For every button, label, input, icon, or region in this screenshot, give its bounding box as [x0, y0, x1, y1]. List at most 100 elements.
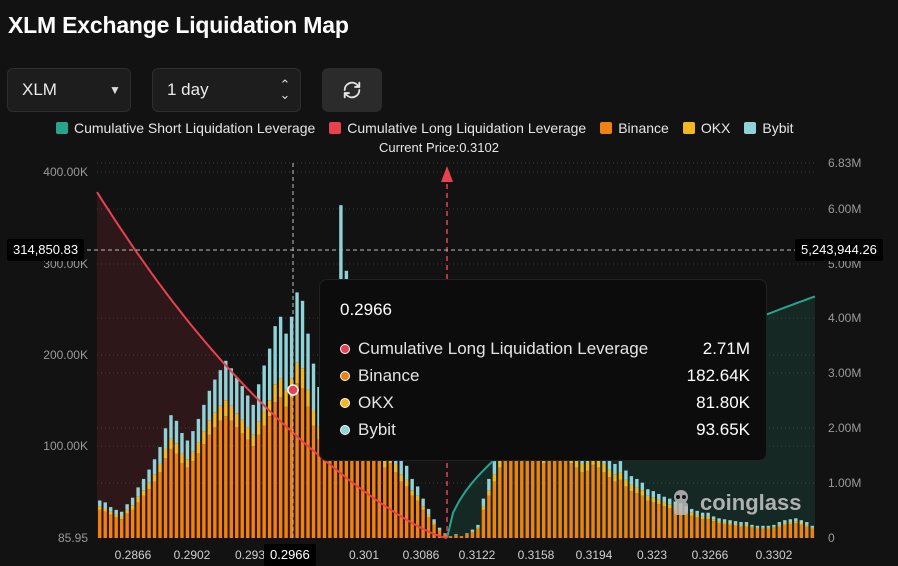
x-tick-label: 0.293 — [235, 548, 265, 562]
bar-bybit — [98, 500, 102, 507]
bar-bybit — [717, 518, 721, 522]
bar-binance — [169, 448, 173, 538]
legend-item-okx[interactable]: OKX — [682, 120, 730, 136]
bar-binance — [361, 416, 365, 538]
legend-swatch — [329, 122, 342, 134]
x-tick-label: 0.2902 — [174, 548, 211, 562]
chart-legend: Cumulative Short Liquidation Leverage Cu… — [56, 120, 808, 136]
bar-okx — [711, 519, 716, 522]
bar-okx — [147, 482, 151, 490]
legend-item-short[interactable]: Cumulative Short Liquidation Leverage — [56, 120, 315, 136]
bar-binance — [574, 467, 579, 538]
bar-binance — [322, 448, 327, 538]
bar-binance — [476, 528, 480, 538]
legend-label: Cumulative Long Liquidation Leverage — [347, 120, 587, 136]
bar-bybit — [454, 534, 458, 536]
bar-okx — [317, 426, 321, 440]
bar-bybit — [180, 433, 184, 454]
bar-bybit — [476, 524, 480, 528]
bar-okx — [580, 463, 584, 473]
bar-okx — [761, 527, 765, 529]
bar-bybit — [191, 431, 195, 452]
bar-bybit — [443, 533, 447, 535]
legend-item-bybit[interactable]: Bybit — [744, 120, 794, 136]
bar-binance — [119, 519, 124, 538]
bar-binance — [810, 528, 814, 538]
legend-label: Cumulative Short Liquidation Leverage — [74, 120, 316, 136]
bar-bybit — [289, 316, 294, 379]
bar-bybit — [657, 493, 661, 500]
bar-binance — [235, 427, 239, 538]
bar-okx — [196, 442, 201, 454]
bar-okx — [207, 420, 212, 435]
tooltip-value: 2.71M — [702, 339, 750, 358]
bar-binance — [552, 448, 557, 538]
bar-binance — [207, 434, 212, 538]
bar-okx — [224, 400, 228, 417]
bar-binance — [772, 527, 776, 538]
bar-binance — [256, 434, 261, 538]
bar-okx — [722, 522, 727, 524]
bar-bybit — [668, 498, 672, 505]
bar-bybit — [613, 463, 617, 475]
bar-binance — [152, 481, 157, 538]
legend-item-long[interactable]: Cumulative Long Liquidation Leverage — [329, 120, 586, 136]
bar-okx — [646, 495, 650, 501]
y-right-tick-label: 6.83M — [828, 156, 861, 170]
bar-okx — [799, 523, 803, 525]
tooltip-name: Binance — [358, 366, 420, 385]
bar-bybit — [251, 404, 255, 435]
bar-bybit — [213, 379, 217, 413]
bar-binance — [262, 425, 266, 538]
bar-okx — [498, 458, 502, 468]
bar-bybit — [284, 333, 288, 390]
bar-okx — [794, 521, 798, 523]
bar-bybit — [147, 469, 151, 483]
legend-swatch — [744, 122, 757, 134]
symbol-select[interactable]: XLM ▼ — [7, 68, 131, 112]
bar-bybit — [256, 384, 261, 422]
bar-bybit — [766, 525, 771, 528]
bar-okx — [399, 474, 403, 482]
bar-bybit — [629, 476, 634, 485]
bar-binance — [541, 463, 546, 538]
bar-binance — [602, 472, 606, 538]
bar-binance — [163, 458, 168, 538]
bar-bybit — [317, 387, 321, 427]
bar-bybit — [218, 370, 223, 406]
bar-bybit — [224, 360, 228, 401]
bar-bybit — [174, 420, 179, 444]
updown-icon: ⌃ ⌄ — [279, 77, 291, 102]
bar-binance — [130, 509, 135, 538]
bar-okx — [629, 484, 634, 492]
bar-okx — [125, 509, 129, 514]
tooltip-value: 182.64K — [686, 366, 750, 385]
bar-okx — [607, 469, 612, 478]
bar-bybit — [618, 461, 623, 473]
y-right-tick-label: 0 — [828, 531, 835, 545]
bar-binance — [158, 472, 162, 538]
range-select[interactable]: 1 day ⌃ ⌄ — [152, 68, 301, 112]
bar-binance — [289, 397, 294, 538]
bar-binance — [443, 534, 447, 538]
long-leverage-line — [96, 191, 448, 539]
bar-binance — [788, 523, 793, 538]
x-tick-label: 0.3158 — [518, 548, 555, 562]
bar-binance — [503, 458, 508, 538]
bar-okx — [432, 523, 436, 525]
refresh-button[interactable] — [322, 68, 382, 112]
y-left-tick-label: 85.95 — [58, 531, 88, 545]
bar-binance — [372, 448, 376, 538]
bar-okx — [739, 524, 743, 527]
bar-binance — [563, 458, 568, 538]
bar-binance — [218, 420, 223, 538]
bar-binance — [295, 383, 299, 538]
bar-okx — [695, 514, 699, 518]
long-leverage-area — [97, 192, 447, 538]
bar-bybit — [711, 516, 716, 520]
legend-item-binance[interactable]: Binance — [600, 120, 669, 136]
tooltip: 0.2966 Cumulative Long Liquidation Lever… — [319, 279, 767, 461]
bar-binance — [777, 526, 782, 538]
bar-binance — [673, 509, 677, 538]
bar-binance — [547, 453, 551, 538]
